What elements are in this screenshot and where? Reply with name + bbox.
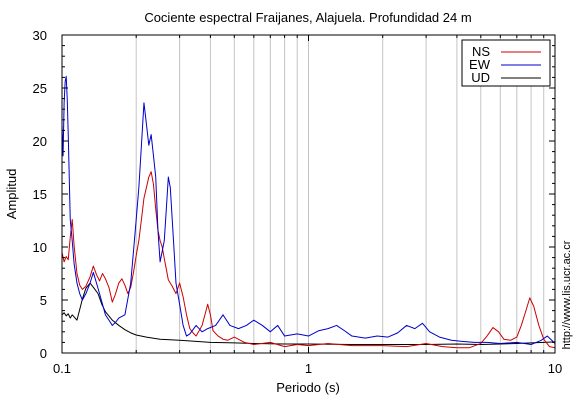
x-axis-ticks: 0.1 1 10 xyxy=(53,35,562,376)
legend-label-ew: EW xyxy=(469,57,491,72)
legend-label-ud: UD xyxy=(471,70,490,85)
grid-lines xyxy=(135,35,545,353)
y-tick-label: 20 xyxy=(33,134,47,149)
y-tick-label: 5 xyxy=(40,293,47,308)
x-tick-label: 0.1 xyxy=(53,361,71,376)
series-line-ud xyxy=(61,282,556,346)
y-axis-title: Amplitud xyxy=(4,169,19,220)
x-tick-label: 1 xyxy=(305,361,312,376)
chart-title: Cociente espectral Fraijanes, Alajuela. … xyxy=(144,10,471,25)
y-tick-label: 10 xyxy=(33,240,47,255)
y-tick-label: 30 xyxy=(33,28,47,43)
series-lines xyxy=(61,75,556,349)
series-line-ns xyxy=(61,171,556,349)
x-tick-label: 10 xyxy=(548,361,562,376)
series-line-ew xyxy=(61,75,556,346)
y-tick-label: 0 xyxy=(40,346,47,361)
legend-label-ns: NS xyxy=(472,44,490,59)
y-axis-ticks: 0 5 10 15 20 25 30 xyxy=(33,28,555,361)
y-tick-label: 25 xyxy=(33,81,47,96)
y-tick-label: 15 xyxy=(33,187,47,202)
x-axis-title: Periodo (s) xyxy=(276,380,340,395)
source-credit: http://www.lis.ucr.ac.cr xyxy=(561,240,573,349)
